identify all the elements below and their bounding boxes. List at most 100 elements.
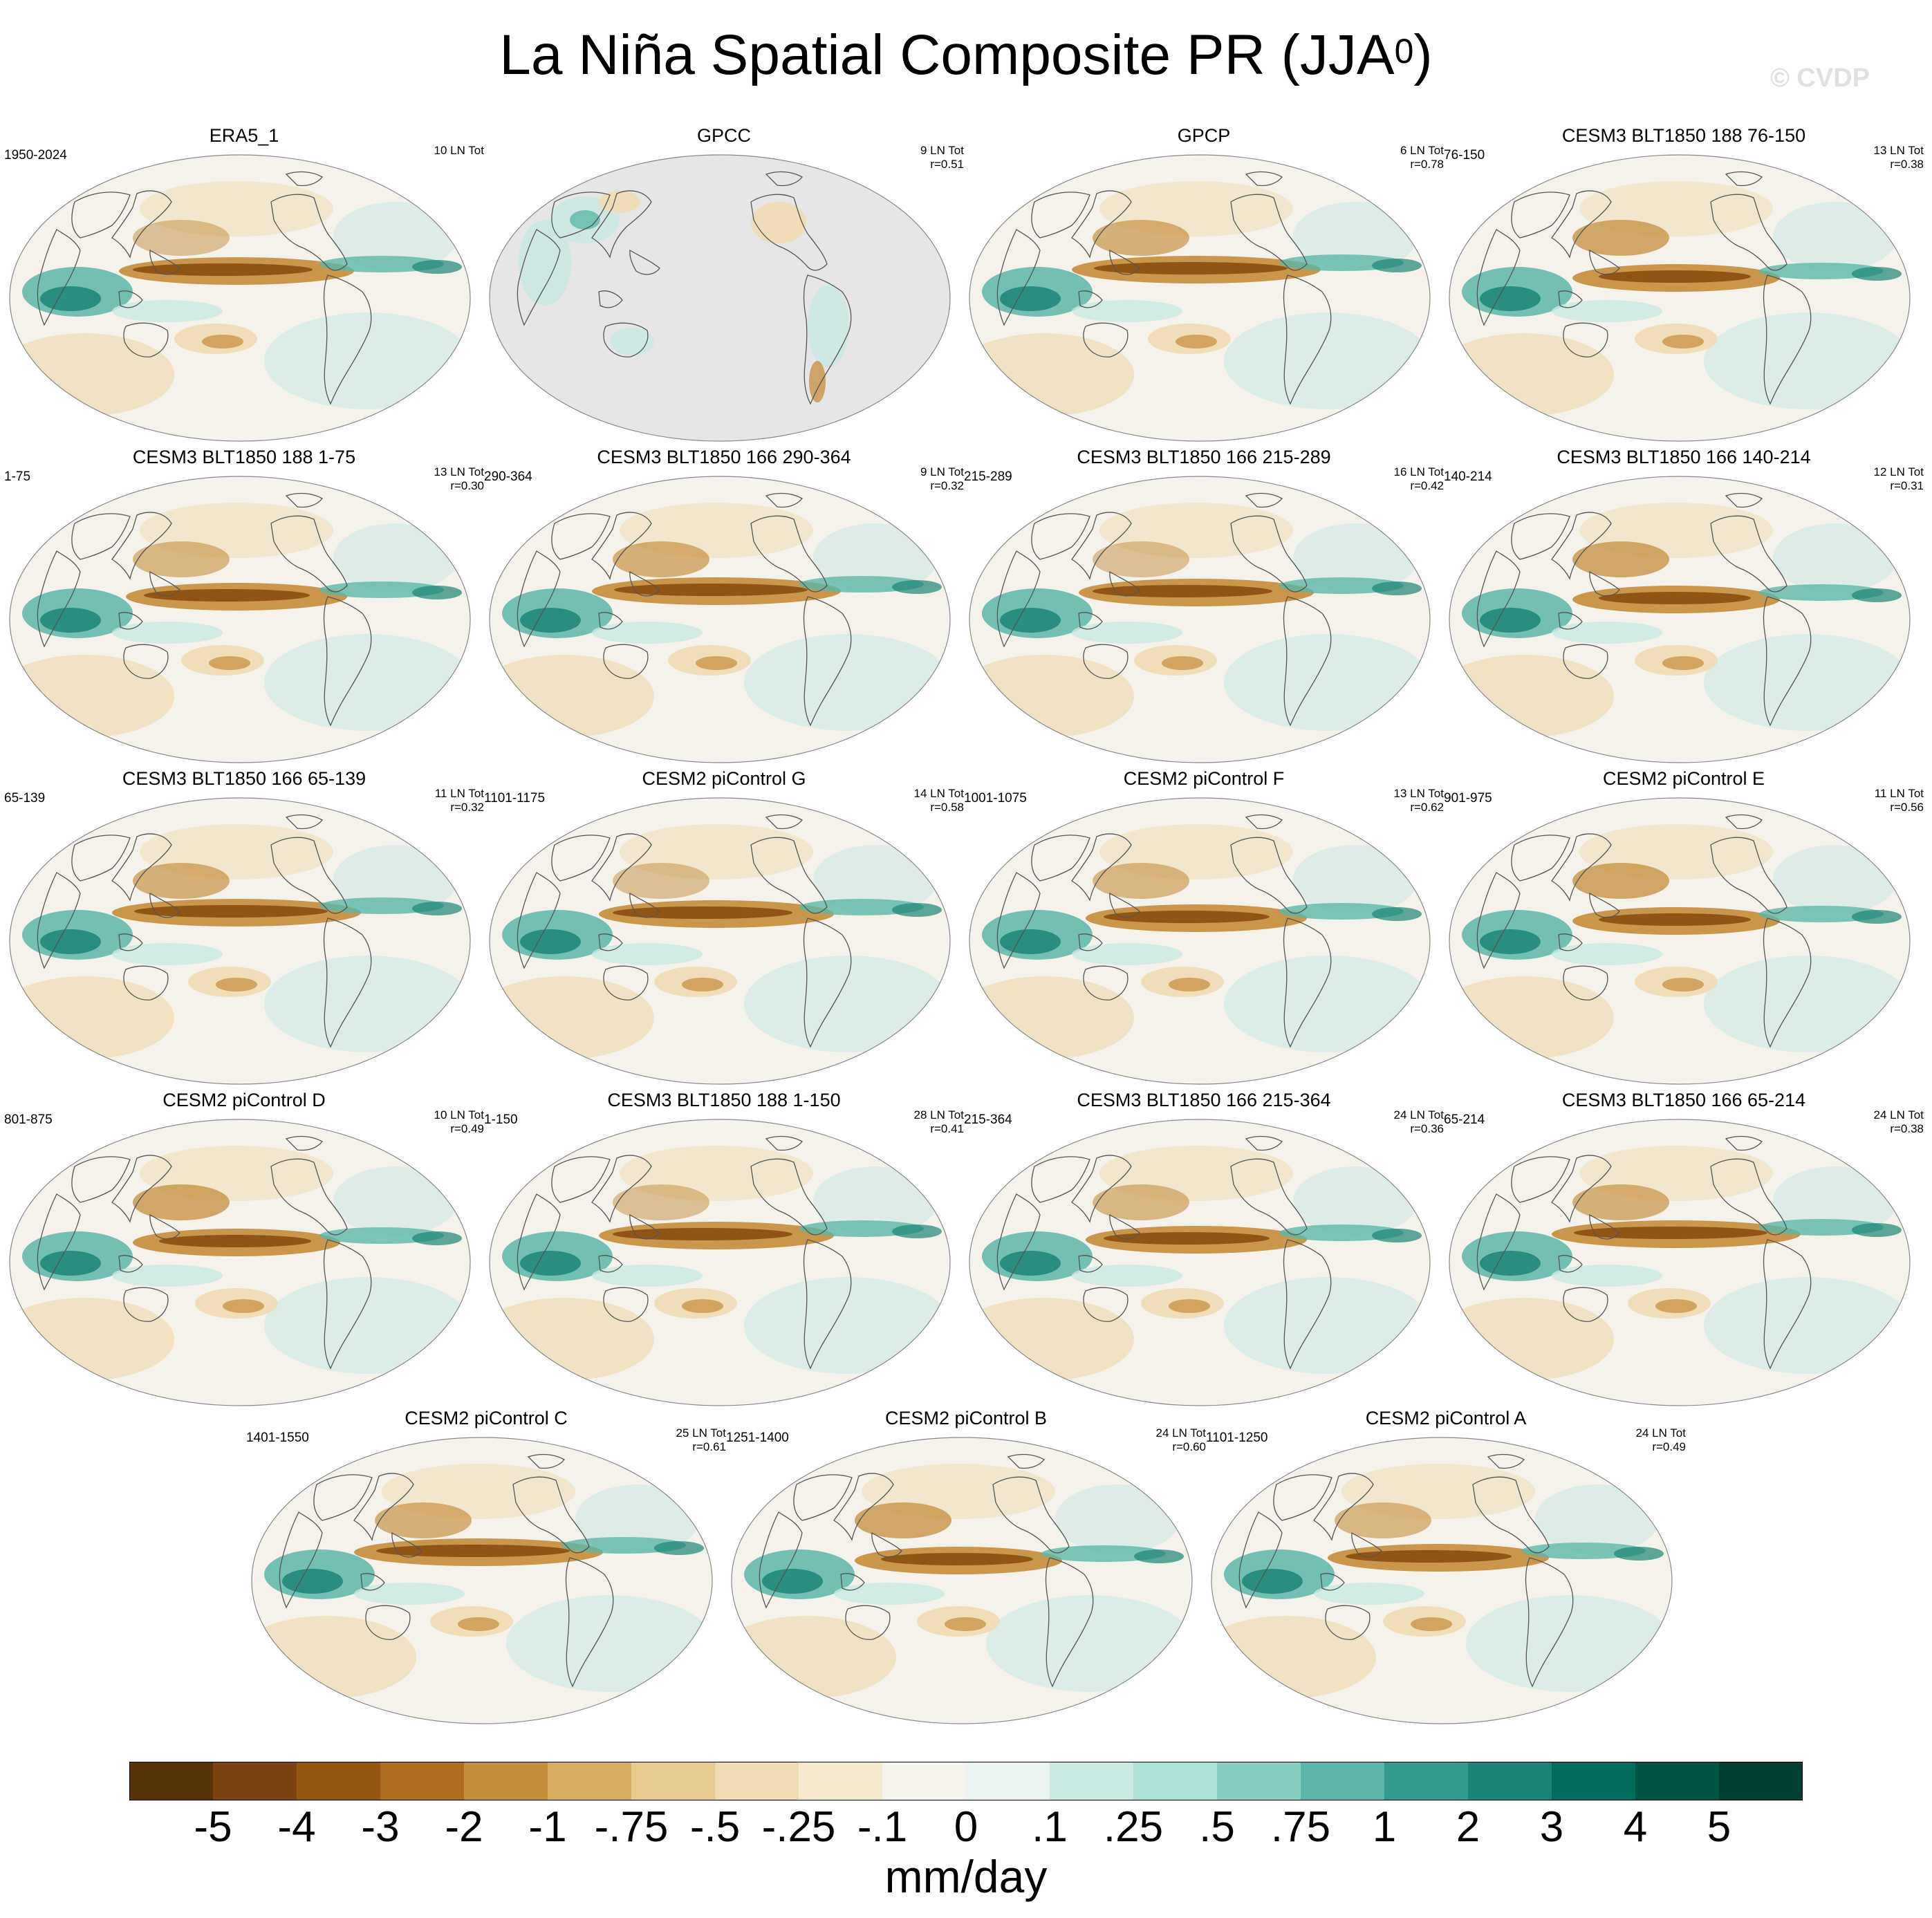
coastline xyxy=(871,1531,902,1558)
colorbar-tick-label: 4 xyxy=(1623,1803,1648,1851)
coastline xyxy=(598,290,623,308)
south-pacific-anomaly xyxy=(458,1617,499,1631)
panel-title: CESM3 BLT1850 166 215-289 xyxy=(1077,447,1331,467)
coastline xyxy=(323,596,372,727)
anomaly-patch xyxy=(986,1595,1192,1692)
panel-la-nina-count: 6 LN Tot xyxy=(1400,144,1444,157)
panel-years: 1101-1175 xyxy=(484,791,546,806)
panel-years: 1251-1400 xyxy=(726,1431,789,1445)
warm-pool-wet-anomaly xyxy=(1480,929,1541,954)
atlantic-wet-band xyxy=(1134,1549,1184,1563)
northwest-pacific-anomaly xyxy=(1093,1184,1189,1220)
northwest-pacific-anomaly xyxy=(1572,220,1669,256)
colorbar-swatch xyxy=(129,1762,214,1800)
coastline xyxy=(1078,1255,1103,1273)
south-equatorial-wet-band xyxy=(1072,300,1182,322)
coastline xyxy=(629,1213,660,1240)
panel-stats: 12 LN Tot r=0.31 xyxy=(1841,465,1924,493)
panel-years: 76-150 xyxy=(1444,148,1485,162)
coastline xyxy=(1558,290,1583,308)
atlantic-wet-band xyxy=(654,1541,704,1555)
panel-la-nina-count: 11 LN Tot xyxy=(434,787,484,800)
map-outline xyxy=(251,1437,713,1724)
anomaly-patch xyxy=(1055,1484,1180,1554)
precip-anomaly-map xyxy=(969,797,1431,1085)
coastline xyxy=(603,965,649,1000)
panel-years: 215-364 xyxy=(964,1112,1012,1127)
coastline xyxy=(123,965,169,1000)
colorbar-swatch xyxy=(464,1762,548,1800)
panel-years: 901-975 xyxy=(1444,791,1492,806)
south-equatorial-wet-band xyxy=(1552,622,1662,644)
atlantic-wet-band xyxy=(1372,1229,1422,1242)
south-pacific-anomaly xyxy=(696,656,737,670)
panel-title: CESM2 piControl G xyxy=(642,768,806,789)
coastline xyxy=(996,1193,1041,1291)
coastline xyxy=(1725,814,1763,830)
colorbar-tick-label: 2 xyxy=(1456,1803,1480,1851)
panel-pattern-correlation: r=0.49 xyxy=(450,1122,484,1135)
equatorial-dry-tongue xyxy=(1346,1550,1512,1563)
colorbar-tick-label: -3 xyxy=(361,1803,400,1851)
panel-pattern-correlation: r=0.51 xyxy=(930,158,964,171)
coastline xyxy=(123,1287,169,1322)
coastline xyxy=(1283,596,1332,727)
coastline xyxy=(1558,612,1583,630)
warm-pool-wet-anomaly xyxy=(40,1251,101,1276)
panel-la-nina-count: 11 LN Tot xyxy=(1874,787,1924,800)
warm-pool-wet-anomaly xyxy=(1000,608,1061,633)
northwest-pacific-anomaly xyxy=(613,1184,709,1220)
map-outline xyxy=(9,797,471,1085)
anomaly-patch xyxy=(1224,1277,1430,1374)
anomaly-patch xyxy=(813,523,938,593)
northwest-pacific-anomaly xyxy=(1572,863,1669,899)
anomaly-patch xyxy=(264,634,470,731)
anomaly-patch xyxy=(1293,845,1418,914)
colorbar-tick-label: .1 xyxy=(1032,1803,1068,1851)
coastline xyxy=(750,837,828,914)
equatorial-dry-tongue xyxy=(1093,585,1272,597)
coastline xyxy=(517,550,561,648)
coastline xyxy=(1563,322,1608,357)
atlantic-wet-band xyxy=(412,260,462,274)
coastline xyxy=(285,492,323,508)
panel-years: 801-875 xyxy=(4,1112,53,1127)
south-pacific-anomaly xyxy=(1176,335,1217,348)
panel-title: CESM2 piControl F xyxy=(1123,768,1285,789)
panel-la-nina-count: 24 LN Tot xyxy=(1635,1426,1686,1440)
south-equatorial-wet-band xyxy=(1072,1265,1182,1287)
panel-la-nina-count: 12 LN Tot xyxy=(1873,465,1924,478)
atlantic-wet-band xyxy=(1372,259,1422,272)
coastline xyxy=(323,274,372,405)
map-panel: GPCP 6 LN Tot r=0.78 xyxy=(964,124,1444,443)
panel-la-nina-count: 25 LN Tot xyxy=(676,1426,726,1440)
coastline xyxy=(750,1158,828,1236)
colorbar-swatch xyxy=(799,1762,883,1800)
precip-anomaly-map xyxy=(489,1119,951,1406)
anomaly-patch xyxy=(506,1595,712,1692)
panel-title: CESM3 BLT1850 166 65-214 xyxy=(1561,1090,1806,1110)
coastline xyxy=(323,1239,372,1370)
panel-la-nina-count: 24 LN Tot xyxy=(1393,1108,1444,1121)
colorbar-tick-label: -.1 xyxy=(857,1803,908,1851)
anomaly-patch xyxy=(1773,1166,1897,1236)
warm-pool-wet-anomaly xyxy=(520,929,581,954)
south-pacific-anomaly xyxy=(1662,978,1704,991)
warm-pool-wet-anomaly xyxy=(1480,286,1541,311)
coastline xyxy=(1031,513,1090,560)
anomaly-patch xyxy=(1224,956,1430,1052)
panel-years: 215-289 xyxy=(964,469,1012,484)
colorbar-swatch xyxy=(715,1762,799,1800)
atlantic-wet-band xyxy=(1372,581,1422,595)
colorbar-swatch xyxy=(213,1762,297,1800)
atlantic-wet-band xyxy=(412,586,462,599)
panel-stats: 11 LN Tot r=0.32 xyxy=(401,787,484,814)
panel-title: CESM3 BLT1850 188 76-150 xyxy=(1561,125,1806,146)
coastline xyxy=(1071,512,1132,580)
coastline xyxy=(1551,512,1612,580)
coastline xyxy=(1763,596,1812,727)
map-outline xyxy=(969,154,1431,442)
northwest-pacific-anomaly xyxy=(133,1184,230,1220)
coastline xyxy=(840,1573,865,1591)
coastline xyxy=(1313,1473,1374,1541)
